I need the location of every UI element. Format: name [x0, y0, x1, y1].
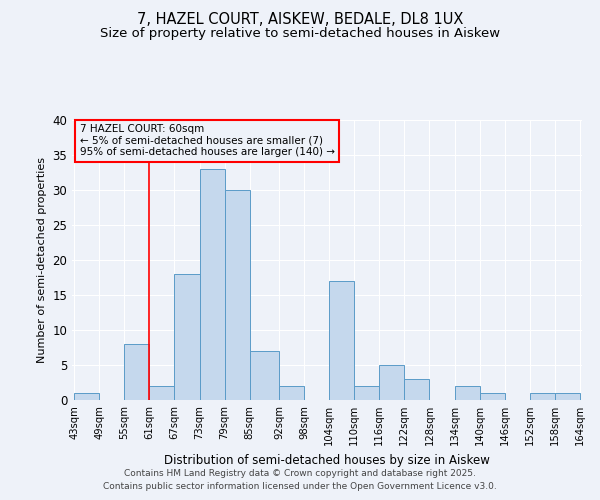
Bar — [124, 344, 149, 400]
Bar — [250, 351, 279, 400]
Text: 7 HAZEL COURT: 60sqm
← 5% of semi-detached houses are smaller (7)
95% of semi-de: 7 HAZEL COURT: 60sqm ← 5% of semi-detach… — [80, 124, 335, 158]
Bar — [479, 393, 505, 400]
Text: Size of property relative to semi-detached houses in Aiskew: Size of property relative to semi-detach… — [100, 28, 500, 40]
Bar — [200, 169, 224, 400]
Text: Contains HM Land Registry data © Crown copyright and database right 2025.: Contains HM Land Registry data © Crown c… — [124, 468, 476, 477]
Bar — [555, 393, 580, 400]
Bar — [74, 393, 99, 400]
Bar — [279, 386, 304, 400]
Bar — [224, 190, 250, 400]
Bar — [404, 379, 430, 400]
Bar — [530, 393, 555, 400]
X-axis label: Distribution of semi-detached houses by size in Aiskew: Distribution of semi-detached houses by … — [164, 454, 490, 466]
Bar — [379, 365, 404, 400]
Bar — [329, 281, 354, 400]
Y-axis label: Number of semi-detached properties: Number of semi-detached properties — [37, 157, 47, 363]
Bar — [149, 386, 175, 400]
Text: Contains public sector information licensed under the Open Government Licence v3: Contains public sector information licen… — [103, 482, 497, 491]
Bar — [354, 386, 379, 400]
Text: 7, HAZEL COURT, AISKEW, BEDALE, DL8 1UX: 7, HAZEL COURT, AISKEW, BEDALE, DL8 1UX — [137, 12, 463, 28]
Bar — [175, 274, 200, 400]
Bar — [455, 386, 479, 400]
